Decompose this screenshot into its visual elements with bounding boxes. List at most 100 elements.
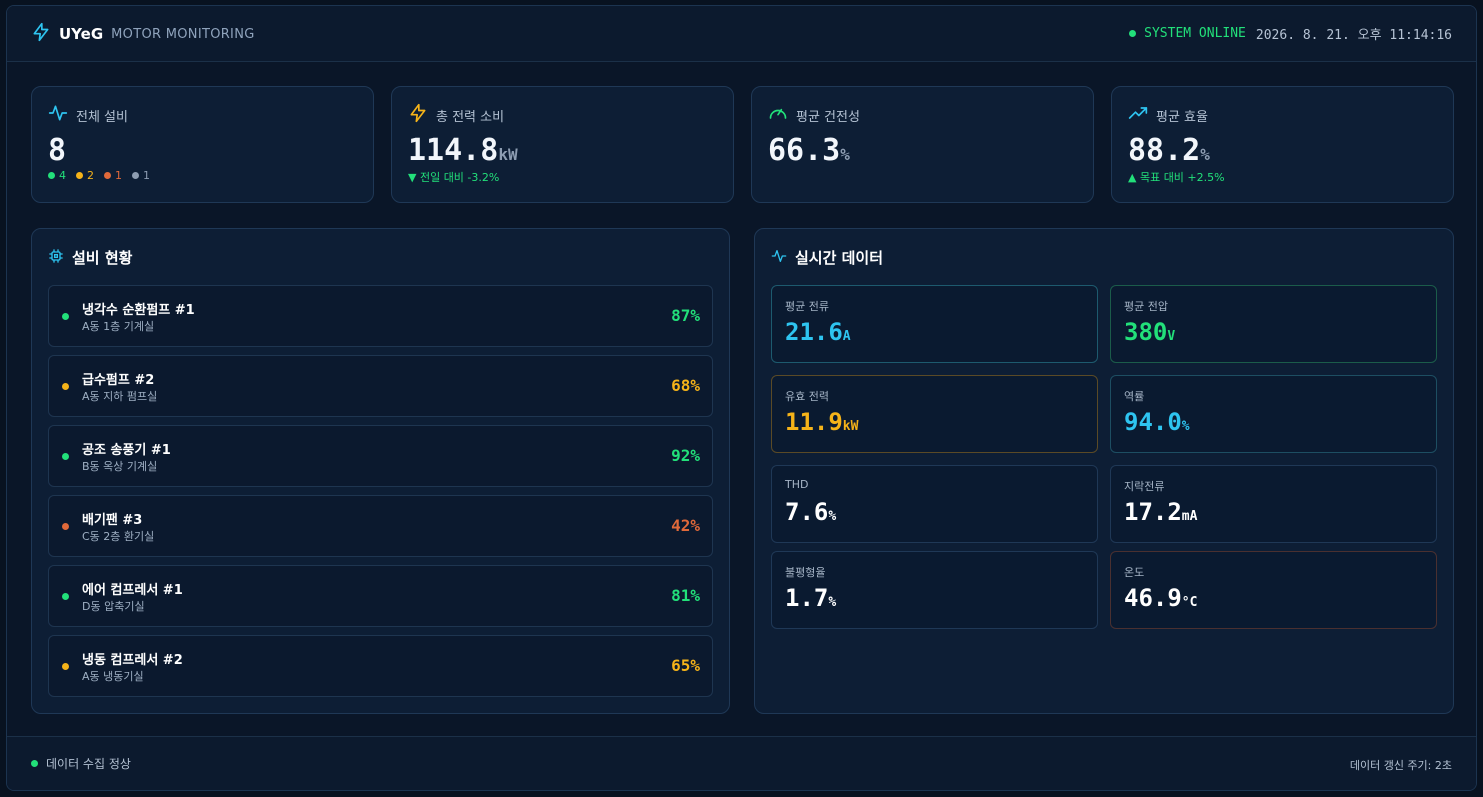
brand-subtitle: MOTOR MONITORING	[111, 26, 255, 42]
metric-number: 17.2	[1124, 498, 1182, 526]
status-dot	[62, 313, 69, 320]
device-location: D동 압축기실	[82, 600, 145, 613]
realtime-panel: 실시간 데이터 평균 전류 21.6A 평균 전압 380V 유효 전력 11.…	[754, 228, 1454, 714]
kpi-value: 114.8kW	[408, 133, 518, 168]
metric-value: 17.2mA	[1124, 498, 1197, 526]
devices-title: 설비 현황	[72, 249, 133, 267]
offline-count: 1	[143, 169, 150, 182]
kpi-header: 전체 설비	[48, 103, 128, 127]
device-row[interactable]: 배기팬 #3 C동 2층 환기실 42%	[48, 495, 713, 557]
status-dot	[62, 383, 69, 390]
kpi-number: 8	[48, 133, 67, 168]
metric-number: 11.9	[785, 408, 843, 436]
metric-active-power[interactable]: 유효 전력 11.9kW	[771, 375, 1098, 453]
collection-status: 데이터 수집 정상	[31, 755, 131, 772]
legend-offline: 1	[132, 169, 150, 182]
kpi-number: 88.2	[1128, 133, 1201, 168]
kpi-label: 평균 건전성	[796, 109, 860, 125]
panel-title: 실시간 데이터	[771, 247, 883, 268]
status-dot	[62, 663, 69, 670]
kpi-header: 평균 건전성	[768, 103, 860, 127]
metric-unit: %	[1181, 419, 1190, 434]
metric-avg-current[interactable]: 평균 전류 21.6A	[771, 285, 1098, 363]
device-row[interactable]: 공조 송풍기 #1 B동 옥상 기계실 92%	[48, 425, 713, 487]
kpi-delta: ▼ 전일 대비 -3.2%	[408, 171, 500, 184]
status-dot	[62, 523, 69, 530]
device-health: 81%	[671, 586, 700, 605]
legend-alert: 1	[104, 169, 122, 182]
device-name: 에어 컴프레서 #1	[82, 583, 183, 598]
chip-icon	[48, 248, 64, 268]
activity-icon	[771, 248, 787, 268]
kpi-unit: %	[1200, 145, 1210, 164]
kpi-value: 66.3%	[768, 133, 850, 168]
panel-title: 설비 현황	[48, 247, 132, 268]
device-health: 87%	[671, 306, 700, 325]
brand: UYeG MOTOR MONITORING	[31, 22, 255, 46]
metric-label: 유효 전력	[785, 390, 829, 403]
kpi-avg-efficiency[interactable]: 평균 효율 88.2% ▲ 목표 대비 +2.5%	[1111, 86, 1454, 203]
metric-unit: V	[1167, 329, 1176, 344]
metric-label: 평균 전류	[785, 300, 829, 313]
device-row[interactable]: 냉동 컴프레서 #2 A동 냉동기실 65%	[48, 635, 713, 697]
metric-number: 7.6	[785, 498, 829, 526]
legend-normal: 4	[48, 169, 66, 182]
metric-temperature[interactable]: 온도 46.9°C	[1110, 551, 1437, 629]
device-name: 공조 송풍기 #1	[82, 443, 171, 458]
status-dot	[62, 593, 69, 600]
online-label: SYSTEM ONLINE	[1144, 26, 1246, 41]
device-row[interactable]: 냉각수 순환펌프 #1 A동 1층 기계실 87%	[48, 285, 713, 347]
metric-unit: A	[842, 329, 851, 344]
online-dot	[1129, 30, 1137, 37]
legend-warning: 2	[76, 169, 94, 182]
kpi-header: 총 전력 소비	[408, 103, 504, 127]
metric-label: 불평형율	[785, 566, 826, 579]
metric-number: 94.0	[1124, 408, 1182, 436]
metric-unit: °C	[1181, 595, 1198, 610]
metric-value: 46.9°C	[1124, 584, 1197, 612]
offline-dot	[132, 172, 139, 179]
device-location: C동 2층 환기실	[82, 530, 155, 543]
alert-count: 1	[115, 169, 122, 182]
kpi-total-power[interactable]: 총 전력 소비 114.8kW ▼ 전일 대비 -3.2%	[391, 86, 734, 203]
metric-label: 평균 전압	[1124, 300, 1168, 313]
realtime-title: 실시간 데이터	[795, 249, 884, 267]
metric-label: 역률	[1124, 390, 1145, 403]
metric-number: 1.7	[785, 584, 829, 612]
metric-thd[interactable]: THD 7.6%	[771, 465, 1098, 543]
device-location: A동 1층 기계실	[82, 320, 155, 333]
brand-name: UYeG	[59, 25, 104, 43]
metric-unbalance[interactable]: 불평형율 1.7%	[771, 551, 1098, 629]
kpi-total-devices[interactable]: 전체 설비 8 4 2 1 1	[31, 86, 374, 203]
metric-value: 21.6A	[785, 318, 851, 346]
metric-value: 7.6%	[785, 498, 836, 526]
kpi-header: 평균 효율	[1128, 103, 1208, 127]
metric-label: 온도	[1124, 566, 1145, 579]
kpi-value: 8	[48, 133, 66, 168]
metric-avg-voltage[interactable]: 평균 전압 380V	[1110, 285, 1437, 363]
device-health: 68%	[671, 376, 700, 395]
metric-unit: kW	[842, 419, 859, 434]
kpi-avg-health[interactable]: 평균 건전성 66.3%	[751, 86, 1094, 203]
header-bar: UYeG MOTOR MONITORING SYSTEM ONLINE 2026…	[7, 6, 1476, 62]
metric-unit: %	[828, 509, 837, 524]
metric-value: 11.9kW	[785, 408, 858, 436]
device-location: A동 지하 펌프실	[82, 390, 158, 403]
metric-power-factor[interactable]: 역률 94.0%	[1110, 375, 1437, 453]
device-name: 냉각수 순환펌프 #1	[82, 303, 195, 318]
metric-ground-fault[interactable]: 지락전류 17.2mA	[1110, 465, 1437, 543]
kpi-value: 88.2%	[1128, 133, 1210, 168]
gauge-icon	[768, 103, 788, 127]
warning-dot	[76, 172, 83, 179]
metric-number: 46.9	[1124, 584, 1182, 612]
dashboard-window: UYeG MOTOR MONITORING SYSTEM ONLINE 2026…	[6, 5, 1477, 791]
kpi-label: 전체 설비	[76, 109, 128, 125]
clock: 2026. 8. 21. 오후 11:14:16	[1255, 28, 1452, 43]
status-dot	[62, 453, 69, 460]
kpi-delta: ▲ 목표 대비 +2.5%	[1128, 171, 1225, 184]
device-row[interactable]: 급수펌프 #2 A동 지하 펌프실 68%	[48, 355, 713, 417]
system-status: SYSTEM ONLINE 2026. 8. 21. 오후 11:14:16	[1129, 24, 1452, 43]
device-row[interactable]: 에어 컴프레서 #1 D동 압축기실 81%	[48, 565, 713, 627]
kpi-number: 66.3	[768, 133, 841, 168]
metric-number: 21.6	[785, 318, 843, 346]
